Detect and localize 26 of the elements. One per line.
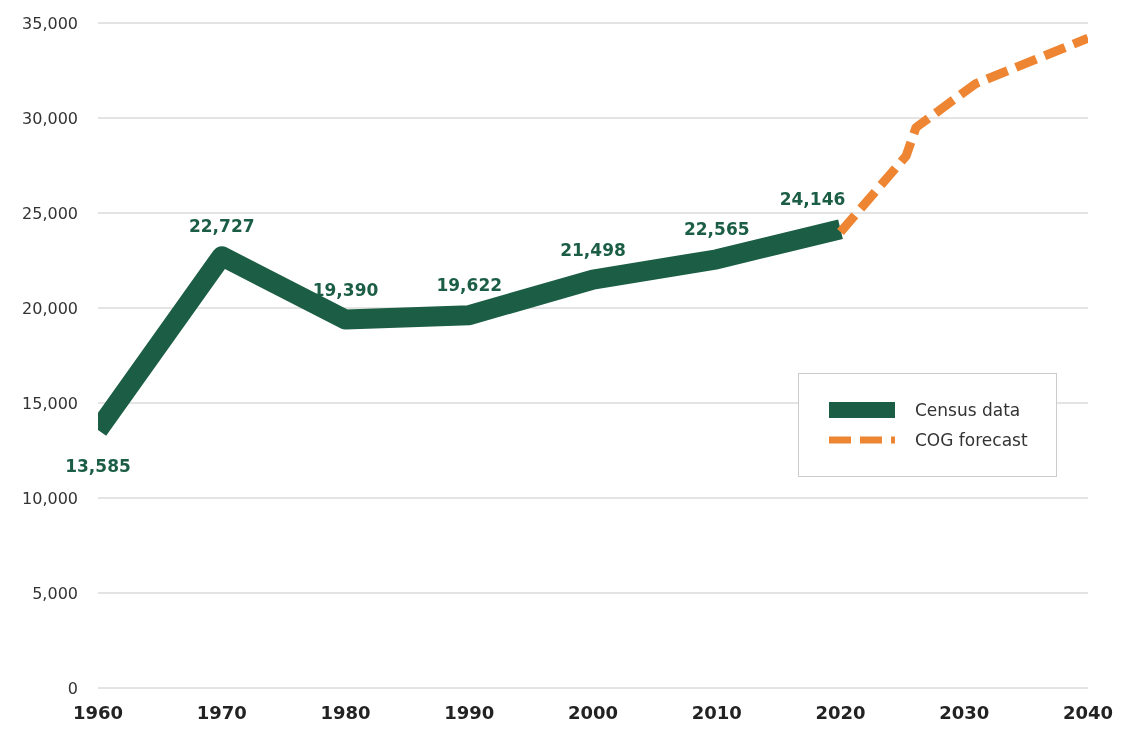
- y-tick-label: 15,000: [22, 393, 78, 413]
- x-tick-label: 2030: [939, 701, 990, 723]
- data-label: 13,585: [65, 455, 131, 476]
- data-label: 24,146: [779, 189, 846, 210]
- x-tick-label: 2020: [815, 701, 866, 723]
- x-tick-label: 2040: [1062, 701, 1114, 723]
- x-tick-label: 1970: [196, 701, 247, 723]
- y-tick-label: 20,000: [22, 298, 78, 318]
- y-tick-label: 25,000: [22, 203, 78, 223]
- data-label: 19,390: [312, 279, 379, 300]
- x-tick-label: 1960: [72, 701, 124, 723]
- y-tick-label: 0: [67, 678, 78, 698]
- data-label: 21,498: [560, 239, 626, 260]
- y-tick-label: 30,000: [22, 108, 78, 128]
- x-tick-label: 2000: [567, 701, 619, 723]
- y-tick-label: 5,000: [32, 583, 78, 603]
- x-tick-label: 2010: [691, 701, 742, 723]
- x-tick-label: 1990: [444, 701, 495, 723]
- data-label: 19,622: [436, 275, 503, 296]
- data-label: 22,727: [188, 216, 255, 237]
- y-tick-label: 35,000: [22, 13, 78, 33]
- data-label: 22,565: [683, 219, 750, 240]
- legend-label: Census data: [915, 400, 1021, 420]
- y-tick-label: 10,000: [22, 488, 78, 508]
- legend-label: COG forecast: [915, 430, 1028, 450]
- x-tick-label: 1980: [320, 701, 371, 723]
